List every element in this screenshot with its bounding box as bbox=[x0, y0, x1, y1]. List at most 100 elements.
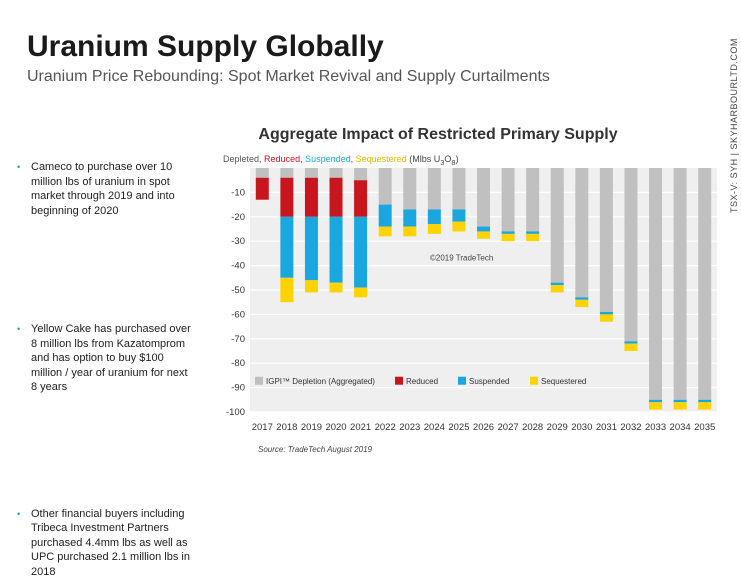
bar-segment bbox=[477, 231, 490, 238]
x-tick-label: 2026 bbox=[473, 422, 494, 433]
bullet-text: Cameco to purchase over 10 million lbs o… bbox=[31, 161, 175, 217]
x-tick-label: 2020 bbox=[325, 422, 346, 433]
bar-segment bbox=[674, 402, 687, 409]
bar-segment bbox=[600, 312, 613, 314]
legend-swatch bbox=[458, 377, 466, 385]
page-subtitle: Uranium Price Rebounding: Spot Market Re… bbox=[27, 68, 550, 86]
legend-label: IGPI™ Depletion (Aggregated) bbox=[266, 377, 375, 386]
x-tick-label: 2034 bbox=[670, 422, 691, 433]
y-tick-label: -40 bbox=[231, 261, 245, 272]
bar-segment bbox=[354, 217, 367, 288]
bar-segment bbox=[624, 168, 637, 341]
bar-segment bbox=[502, 234, 515, 241]
x-tick-label: 2030 bbox=[571, 422, 592, 433]
bar-segment bbox=[502, 231, 515, 233]
bar-segment bbox=[502, 168, 515, 231]
bar-segment bbox=[354, 168, 367, 180]
bar-segment bbox=[354, 180, 367, 217]
bar-segment bbox=[403, 168, 416, 209]
bar-segment bbox=[452, 222, 465, 232]
legend-label: Suspended bbox=[469, 377, 509, 386]
bullet-dot-icon: • bbox=[17, 160, 20, 175]
bar-segment bbox=[575, 168, 588, 297]
bar-segment bbox=[305, 168, 318, 178]
bar-segment bbox=[305, 217, 318, 280]
y-tick-label: -60 bbox=[231, 309, 245, 320]
bar-segment bbox=[428, 224, 441, 234]
bar-segment bbox=[330, 168, 343, 178]
bar-segment bbox=[452, 209, 465, 221]
x-tick-label: 2019 bbox=[301, 422, 322, 433]
y-tick-label: -70 bbox=[231, 334, 245, 345]
bar-segment bbox=[305, 178, 318, 217]
y-tick-label: -10 bbox=[231, 187, 245, 198]
bar-segment bbox=[698, 402, 711, 409]
bar-segment bbox=[649, 402, 662, 409]
y-tick-label: -20 bbox=[231, 212, 245, 223]
bar-segment bbox=[600, 314, 613, 321]
bullet-dot-icon: • bbox=[17, 322, 20, 337]
bar-segment bbox=[551, 285, 564, 292]
bar-segment bbox=[551, 283, 564, 285]
bar-segment bbox=[280, 278, 293, 302]
bar-segment bbox=[649, 168, 662, 400]
bar-segment bbox=[526, 231, 539, 233]
bullet-item: • Cameco to purchase over 10 million lbs … bbox=[14, 160, 196, 218]
x-tick-label: 2018 bbox=[276, 422, 297, 433]
y-tick-label: -50 bbox=[231, 285, 245, 296]
source-note: Source: TradeTech August 2019 bbox=[258, 445, 372, 454]
bar-segment bbox=[551, 168, 564, 283]
bar-segment bbox=[280, 168, 293, 178]
x-tick-label: 2024 bbox=[424, 422, 445, 433]
x-tick-label: 2027 bbox=[498, 422, 519, 433]
bar-segment bbox=[526, 168, 539, 231]
page-title: Uranium Supply Globally bbox=[27, 30, 384, 64]
x-tick-label: 2017 bbox=[252, 422, 273, 433]
y-tick-label: -80 bbox=[231, 358, 245, 369]
bar-segment bbox=[330, 217, 343, 283]
bar-segment bbox=[624, 341, 637, 343]
bar-segment bbox=[649, 400, 662, 402]
bar-segment bbox=[280, 217, 293, 278]
x-tick-label: 2025 bbox=[448, 422, 469, 433]
x-tick-label: 2035 bbox=[694, 422, 715, 433]
watermark-text: ©2019 TradeTech bbox=[430, 254, 493, 263]
bar-segment bbox=[379, 227, 392, 237]
bar-segment bbox=[256, 178, 269, 200]
legend-swatch bbox=[530, 377, 538, 385]
bar-segment bbox=[575, 300, 588, 307]
y-tick-label: -90 bbox=[231, 383, 245, 394]
bar-segment bbox=[354, 288, 367, 298]
side-text-label: TSX-V: SYH | SKYHARBOURLTD.COM bbox=[729, 38, 739, 213]
bar-segment bbox=[280, 178, 293, 217]
bullet-item: •Yellow Cake has purchased over 8 millio… bbox=[14, 322, 196, 395]
bullet-dot-icon: • bbox=[17, 507, 20, 522]
bar-segment bbox=[600, 168, 613, 312]
x-tick-label: 2033 bbox=[645, 422, 666, 433]
y-tick-label: -100 bbox=[226, 407, 245, 418]
bar-segment bbox=[477, 227, 490, 232]
legend-label: Reduced bbox=[406, 377, 438, 386]
x-tick-label: 2023 bbox=[399, 422, 420, 433]
bar-segment bbox=[330, 283, 343, 293]
x-tick-label: 2028 bbox=[522, 422, 543, 433]
bar-segment bbox=[403, 209, 416, 226]
x-tick-label: 2032 bbox=[620, 422, 641, 433]
bar-segment bbox=[256, 168, 269, 178]
bar-segment bbox=[477, 168, 490, 227]
bar-segment bbox=[698, 168, 711, 400]
bullet-list: • Cameco to purchase over 10 million lbs … bbox=[14, 160, 196, 363]
y-tick-label: -30 bbox=[231, 236, 245, 247]
legend-label: Sequestered bbox=[541, 377, 586, 386]
bar-segment bbox=[305, 280, 318, 292]
bar-segment bbox=[330, 178, 343, 217]
chart-title: Aggregate Impact of Restricted Primary S… bbox=[228, 126, 648, 144]
bar-segment bbox=[624, 344, 637, 351]
x-tick-label: 2029 bbox=[547, 422, 568, 433]
bar-segment bbox=[428, 209, 441, 224]
legend-swatch bbox=[255, 377, 263, 385]
bullet-text: Other financial buyers including Tribeca… bbox=[31, 508, 190, 578]
bar-segment bbox=[674, 400, 687, 402]
x-tick-label: 2031 bbox=[596, 422, 617, 433]
